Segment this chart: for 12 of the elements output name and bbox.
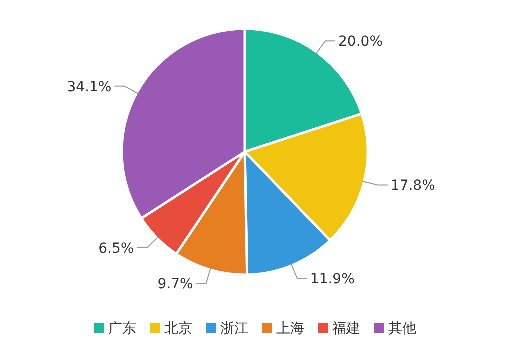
data-label: 11.9%	[310, 272, 355, 288]
data-label: 20.0%	[338, 34, 384, 50]
legend-label: 浙江	[220, 321, 248, 337]
legend-label: 上海	[276, 321, 304, 337]
data-label: 9.7%	[158, 276, 194, 292]
data-label: 6.5%	[98, 240, 134, 257]
legend-label: 福建	[332, 321, 360, 337]
legend-label: 广东	[108, 321, 136, 337]
data-label: 17.8%	[390, 178, 436, 194]
legend-label: 其他	[388, 321, 416, 337]
data-label: 34.1%	[67, 79, 112, 96]
legend-label: 北京	[164, 321, 192, 337]
